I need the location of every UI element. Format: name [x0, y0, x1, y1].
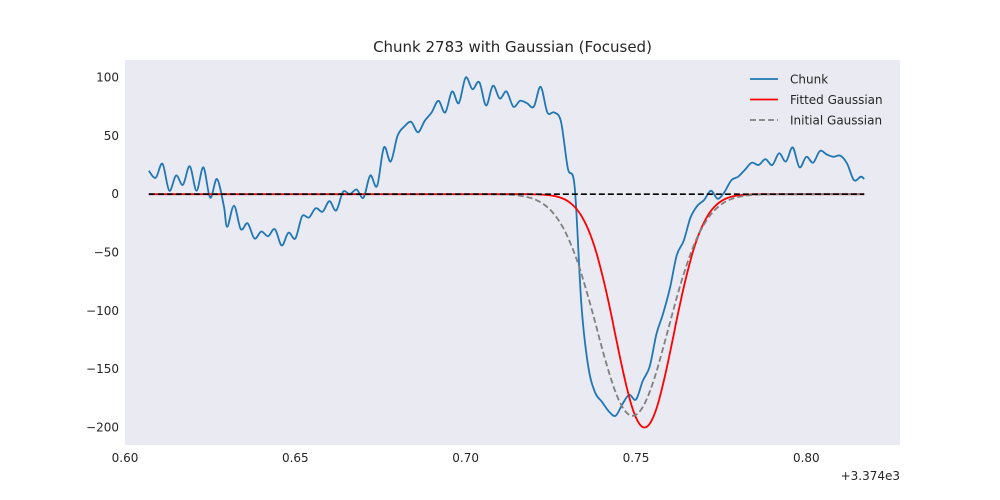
legend: Chunk Fitted Gaussian Initial Gaussian	[740, 66, 892, 134]
legend-label: Fitted Gaussian	[790, 93, 883, 107]
legend-box	[740, 66, 892, 134]
x-tick-label: 0.70	[452, 451, 479, 465]
y-axis: 100 50 0 −50 −100 −150 −200	[86, 71, 119, 435]
legend-label: Chunk	[790, 73, 828, 87]
y-tick-label: −100	[86, 304, 119, 318]
series-line-chunk	[148, 76, 865, 417]
x-axis: 0.60 0.65 0.70 0.75 0.80	[112, 451, 820, 465]
y-tick-label: 50	[104, 129, 119, 143]
plot-area	[148, 76, 865, 429]
y-tick-label: 100	[96, 71, 119, 85]
x-tick-label: 0.80	[793, 451, 820, 465]
y-tick-label: −200	[86, 421, 119, 435]
legend-label: Initial Gaussian	[790, 114, 882, 128]
x-offset-label: +3.374e3	[841, 469, 900, 483]
y-tick-label: 0	[111, 187, 119, 201]
x-tick-label: 0.65	[282, 451, 309, 465]
y-tick-label: −50	[94, 246, 119, 260]
x-tick-label: 0.75	[623, 451, 650, 465]
x-tick-label: 0.60	[112, 451, 139, 465]
chart-title: Chunk 2783 with Gaussian (Focused)	[373, 38, 652, 56]
y-tick-label: −150	[86, 362, 119, 376]
